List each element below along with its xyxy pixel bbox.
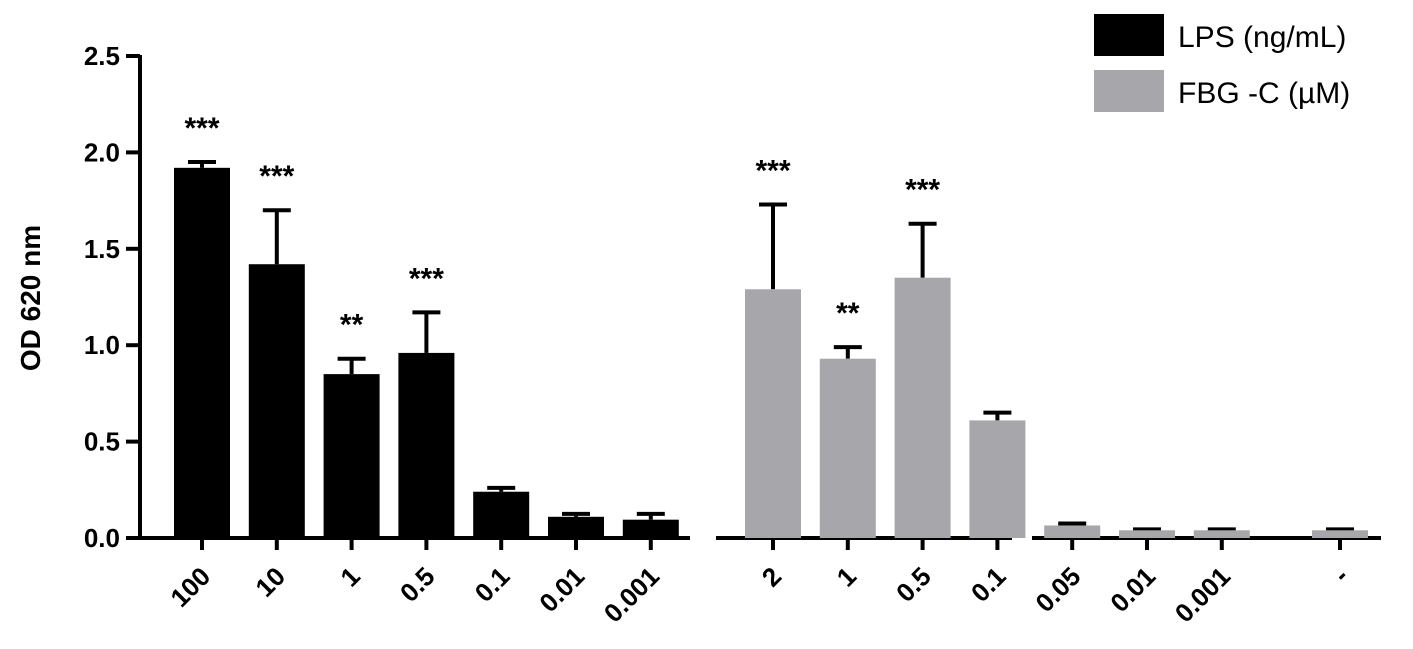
y-tick-label: 1.5 bbox=[84, 234, 120, 264]
significance-label: *** bbox=[409, 262, 444, 295]
bar bbox=[745, 289, 801, 538]
bar bbox=[174, 167, 230, 538]
bar bbox=[248, 264, 305, 538]
bar bbox=[1193, 530, 1250, 538]
significance-label: *** bbox=[905, 174, 940, 207]
x-tick-label: 0.5 bbox=[890, 561, 937, 608]
legend: LPS (ng/mL) FBG -C (µM) bbox=[1094, 14, 1350, 112]
x-tick-label: 2 bbox=[756, 561, 787, 592]
x-tick-label: 0.01 bbox=[533, 561, 590, 618]
x-tick-label: 0.05 bbox=[1029, 561, 1086, 618]
x-tick-label: 10 bbox=[249, 561, 291, 603]
x-tick-label: 0.001 bbox=[598, 561, 665, 628]
y-tick-label: 0.5 bbox=[84, 427, 120, 457]
legend-swatch-lps bbox=[1094, 14, 1164, 56]
bar bbox=[969, 420, 1026, 538]
legend-label-fbg: FBG -C (µM) bbox=[1178, 77, 1350, 110]
significance-label: *** bbox=[755, 154, 790, 187]
significance-label: *** bbox=[259, 160, 294, 193]
bar bbox=[323, 374, 380, 538]
y-axis-title: OD 620 nm bbox=[15, 225, 46, 371]
x-tick-label: 100 bbox=[164, 561, 216, 613]
x-tick-label: 0.1 bbox=[469, 561, 516, 608]
bar bbox=[1119, 530, 1175, 538]
bar bbox=[1312, 530, 1368, 538]
significance-label: ** bbox=[340, 309, 364, 342]
legend-label-lps: LPS (ng/mL) bbox=[1178, 21, 1346, 54]
x-tick-label: 0.01 bbox=[1104, 561, 1161, 618]
x-tick-label: - bbox=[1327, 561, 1354, 588]
significance-label: ** bbox=[836, 297, 860, 330]
bar bbox=[1044, 525, 1101, 538]
x-tick-label: 1 bbox=[831, 561, 862, 592]
bar bbox=[622, 519, 679, 538]
x-tick-label: 0.5 bbox=[394, 561, 441, 608]
labels: 0.0 0.5 1.0 1.5 2.0 2.5 100 *** 10 *** 1 ** 0.5 *** 0.… bbox=[84, 41, 1354, 628]
x-tick-label: 0.1 bbox=[965, 561, 1012, 608]
legend-swatch-fbg bbox=[1094, 70, 1164, 112]
bar bbox=[548, 516, 604, 538]
significance-label: *** bbox=[184, 112, 219, 145]
bar bbox=[473, 491, 530, 538]
bars bbox=[174, 160, 1368, 538]
y-tick-label: 2.0 bbox=[84, 137, 120, 167]
bar bbox=[398, 352, 455, 538]
x-tick-label: 1 bbox=[334, 561, 365, 592]
x-tick-label: 0.001 bbox=[1169, 561, 1236, 628]
bar bbox=[819, 358, 876, 538]
bar bbox=[894, 277, 951, 538]
y-tick-label: 1.0 bbox=[84, 330, 120, 360]
y-tick-label: 0.0 bbox=[84, 523, 120, 553]
y-tick-label: 2.5 bbox=[84, 41, 120, 71]
